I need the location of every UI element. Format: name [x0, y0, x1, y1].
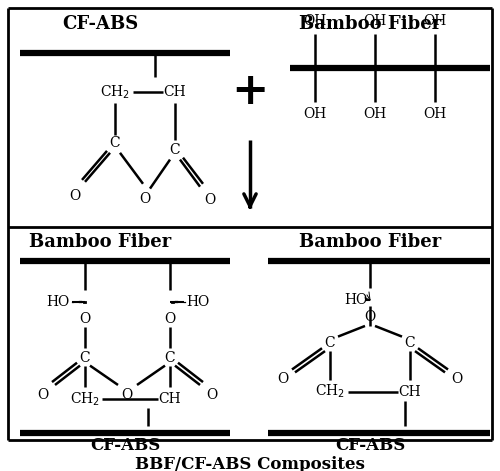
Text: O: O: [38, 388, 48, 402]
Text: OH: OH: [424, 14, 446, 28]
Text: C: C: [170, 143, 180, 157]
Text: O: O: [364, 310, 376, 324]
Text: CF-ABS: CF-ABS: [90, 438, 160, 455]
Text: CF-ABS: CF-ABS: [335, 438, 405, 455]
Text: O: O: [122, 388, 132, 402]
Text: O: O: [204, 193, 216, 207]
Text: HO: HO: [186, 295, 210, 309]
Text: HO: HO: [46, 295, 70, 309]
Text: O: O: [206, 388, 218, 402]
Text: O: O: [70, 189, 80, 203]
Text: +: +: [232, 70, 268, 114]
Text: CH$_2$: CH$_2$: [100, 83, 130, 101]
Text: O: O: [452, 372, 462, 386]
Text: C: C: [164, 351, 175, 365]
Text: OH: OH: [304, 14, 326, 28]
Text: Bamboo Fiber: Bamboo Fiber: [29, 233, 171, 251]
Text: C: C: [404, 336, 415, 350]
Text: O: O: [278, 372, 288, 386]
Text: C: C: [110, 136, 120, 150]
Text: BBF/CF-ABS Composites: BBF/CF-ABS Composites: [135, 456, 365, 471]
Text: Bamboo Fiber: Bamboo Fiber: [299, 15, 441, 33]
Text: CH$_2$: CH$_2$: [70, 391, 100, 408]
Text: OH: OH: [364, 107, 386, 121]
Text: CF-ABS: CF-ABS: [62, 15, 138, 33]
Text: CH$_2$: CH$_2$: [315, 383, 345, 400]
Text: O: O: [80, 312, 90, 326]
Text: HO: HO: [344, 293, 368, 307]
Text: O: O: [140, 192, 150, 206]
Text: OH: OH: [304, 107, 326, 121]
Text: Bamboo Fiber: Bamboo Fiber: [299, 233, 441, 251]
Text: CH: CH: [164, 85, 186, 99]
Text: OH: OH: [424, 107, 446, 121]
Text: C: C: [80, 351, 90, 365]
Text: O: O: [164, 312, 175, 326]
Text: CH: CH: [158, 392, 182, 406]
Text: CH: CH: [398, 385, 421, 399]
Text: OH: OH: [364, 14, 386, 28]
Text: C: C: [324, 336, 336, 350]
